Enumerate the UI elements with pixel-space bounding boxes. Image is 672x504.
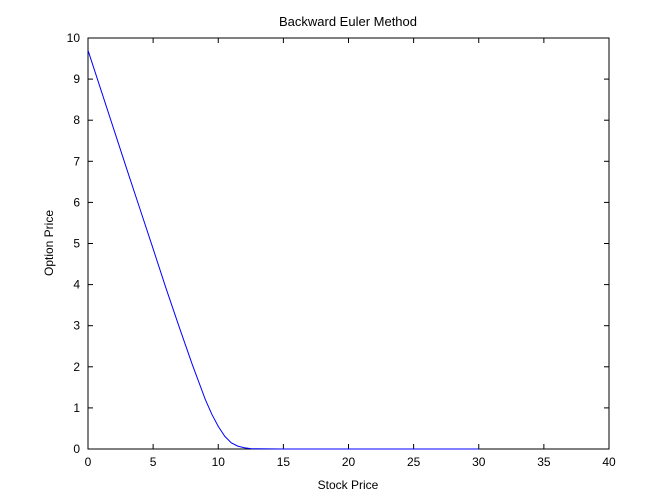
y-axis-label: Option Price xyxy=(42,210,56,276)
x-tick-label: 25 xyxy=(407,455,421,469)
y-tick-label: 8 xyxy=(73,113,80,127)
x-axis-label: Stock Price xyxy=(318,478,379,492)
plot-background xyxy=(87,37,610,450)
y-tick-label: 7 xyxy=(73,154,80,168)
y-tick-label: 2 xyxy=(73,360,80,374)
y-tick-label: 5 xyxy=(73,237,80,251)
chart-title: Backward Euler Method xyxy=(279,14,417,29)
y-tick-label: 10 xyxy=(67,31,81,45)
x-tick-label: 35 xyxy=(537,455,551,469)
series-line xyxy=(87,50,479,450)
series-group xyxy=(87,50,479,450)
axis-ticks xyxy=(87,37,610,450)
x-tick-label: 0 xyxy=(85,455,92,469)
x-tick-label: 5 xyxy=(150,455,157,469)
y-tick-label: 3 xyxy=(73,319,80,333)
y-tick-label: 1 xyxy=(73,401,80,415)
x-tick-label: 10 xyxy=(212,455,226,469)
tick-labels: 0 5 10 15 20 25 30 35 40 0 1 2 3 4 5 6 7 8 9 10 xyxy=(67,31,616,469)
x-tick-label: 30 xyxy=(472,455,486,469)
y-tick-label: 6 xyxy=(73,195,80,209)
x-tick-label: 15 xyxy=(277,455,291,469)
y-tick-label: 9 xyxy=(73,72,80,86)
x-tick-label: 20 xyxy=(342,455,356,469)
y-tick-label: 0 xyxy=(73,442,80,456)
y-tick-label: 4 xyxy=(73,278,80,292)
x-tick-label: 40 xyxy=(602,455,616,469)
